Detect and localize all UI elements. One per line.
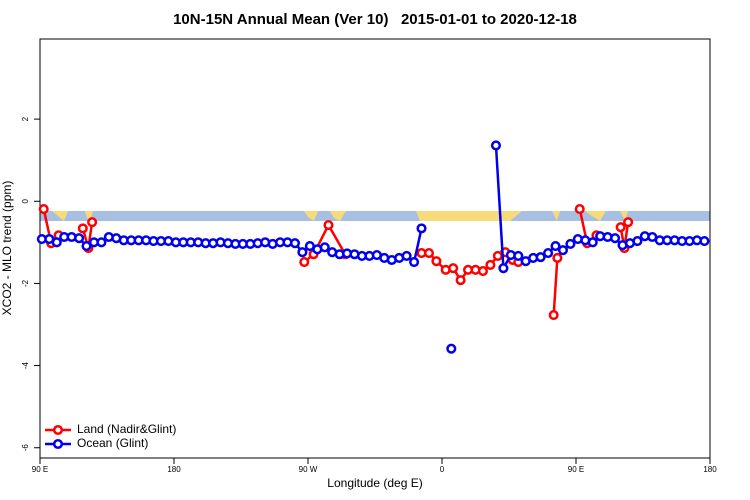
data-point	[401, 250, 412, 261]
data-point	[565, 238, 576, 250]
data-point	[513, 250, 524, 261]
y-tick-label: 2	[21, 116, 30, 121]
x-axis-label: Longitude (deg E)	[327, 476, 422, 490]
data-point	[299, 257, 310, 268]
data-point	[409, 257, 420, 268]
legend-marker	[52, 438, 64, 450]
y-tick-label: -2	[21, 279, 30, 287]
data-point	[485, 259, 496, 270]
x-tick-label: 90 E	[568, 465, 584, 474]
data-point	[574, 204, 585, 215]
data-point	[615, 222, 626, 233]
legend-label: Land (Nadir&Glint)	[77, 422, 176, 436]
y-tick-label: -6	[21, 444, 30, 452]
data-point	[74, 233, 85, 244]
legend-marker	[52, 424, 64, 436]
data-point	[81, 240, 92, 252]
data-point	[587, 237, 598, 248]
land-patch	[52, 211, 68, 221]
land-patch	[620, 211, 628, 221]
x-tick-label: 180	[703, 465, 717, 474]
data-point	[448, 263, 459, 274]
chart-title: 10N-15N Annual Mean (Ver 10) 2015-01-01 …	[173, 11, 577, 28]
data-point	[550, 240, 561, 252]
data-point	[623, 217, 634, 228]
legend: Land (Nadir&Glint)Ocean (Glint)	[45, 422, 176, 450]
y-axis-label: XCO2 - MLO trend (ppm)	[0, 181, 14, 316]
data-point	[431, 256, 442, 267]
x-tick-label: 0	[440, 465, 445, 474]
data-point	[548, 309, 559, 321]
plot-frame	[39, 38, 711, 459]
x-tick-label: 90 E	[32, 465, 48, 474]
data-point	[297, 247, 308, 258]
data-point	[319, 242, 330, 253]
land-patch	[585, 211, 606, 221]
data-point	[455, 275, 466, 286]
x-tick-label: 180	[167, 465, 181, 474]
data-point	[323, 220, 334, 231]
data-point	[51, 237, 62, 248]
y-tick-label: -4	[21, 361, 30, 369]
data-point	[557, 245, 569, 256]
land-patch	[304, 211, 318, 221]
land-patch	[552, 211, 560, 221]
data-point	[490, 140, 502, 151]
data-point	[535, 252, 546, 263]
data-point	[423, 247, 435, 259]
data-point	[87, 217, 98, 228]
data-point	[632, 236, 643, 247]
data-point	[498, 263, 509, 274]
land-patch	[330, 211, 346, 221]
data-point	[699, 236, 710, 247]
data-point	[77, 223, 88, 234]
data-point	[446, 343, 457, 354]
series-line	[41, 145, 705, 273]
data-point	[96, 237, 107, 248]
land-mask	[40, 211, 710, 221]
land-patch	[85, 211, 93, 221]
data-point	[38, 204, 49, 215]
data-point	[477, 266, 488, 277]
x-tick-label: 90 W	[299, 465, 318, 474]
data-point	[552, 252, 563, 263]
data-point	[543, 247, 554, 259]
data-point	[610, 233, 621, 244]
legend-label: Ocean (Glint)	[77, 436, 148, 450]
y-tick-label: 0	[21, 198, 30, 203]
ocean-band	[40, 211, 710, 221]
data-point	[416, 223, 427, 234]
data-point	[289, 238, 301, 249]
land-patch	[416, 211, 522, 221]
